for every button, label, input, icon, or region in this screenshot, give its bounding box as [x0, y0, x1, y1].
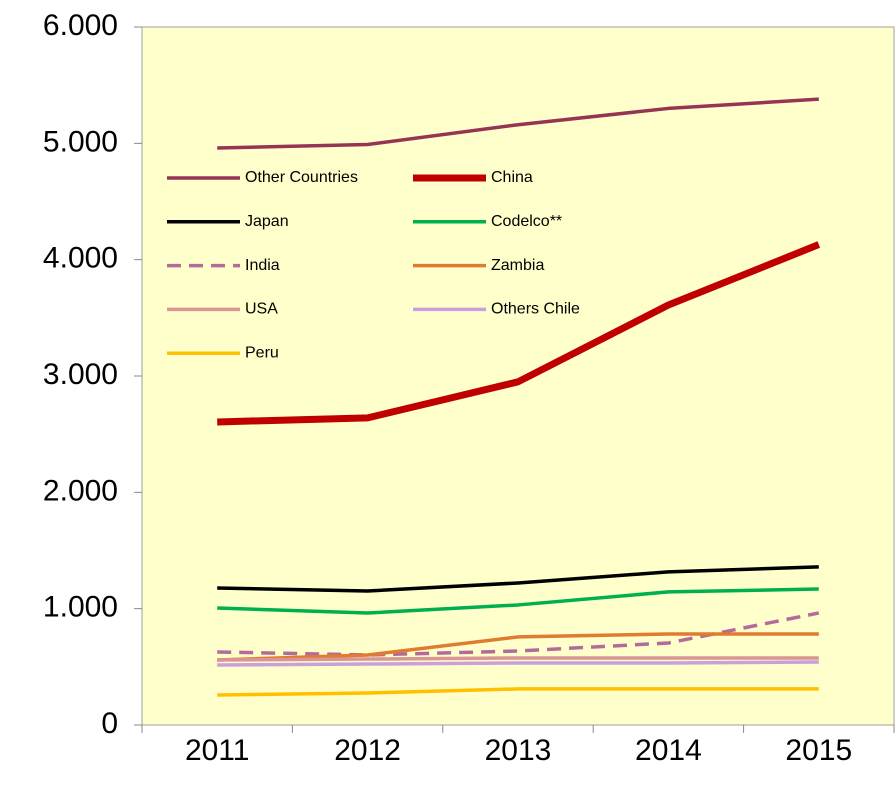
- legend-label: Peru: [245, 344, 279, 361]
- y-tick-label: 2.000: [43, 474, 118, 507]
- x-tick-label: 2011: [185, 734, 250, 767]
- x-tick-label: 2012: [334, 734, 401, 767]
- x-tick-label: 2015: [785, 734, 852, 767]
- legend-label: India: [245, 257, 280, 274]
- series-line: [217, 565, 819, 593]
- legend-label: USA: [245, 301, 278, 318]
- series-line: [217, 587, 819, 615]
- x-tick-label: 2014: [635, 734, 702, 767]
- y-tick-label: 3.000: [43, 358, 118, 391]
- series-line: [217, 611, 820, 657]
- series-line: [217, 241, 821, 426]
- legend-label: Codelco**: [491, 213, 562, 230]
- plot-area: [141, 26, 895, 726]
- x-tick-label: 2013: [485, 734, 552, 767]
- legend-label: Others Chile: [491, 301, 580, 318]
- y-tick-label: 6.000: [43, 9, 118, 42]
- y-tick-label: 4.000: [43, 242, 118, 275]
- legend-label: Japan: [245, 213, 289, 230]
- series-line: [217, 632, 819, 662]
- legend-label: Zambia: [491, 257, 544, 274]
- y-tick-label: 0: [101, 707, 118, 740]
- series-line: [217, 687, 819, 697]
- legend-label: Other Countries: [245, 169, 358, 186]
- y-tick-label: 1.000: [43, 591, 118, 624]
- series-line: [217, 660, 819, 667]
- y-tick-label: 5.000: [43, 125, 118, 158]
- legend-label: China: [491, 169, 533, 186]
- series-line: [217, 97, 819, 150]
- series-line: [217, 656, 819, 662]
